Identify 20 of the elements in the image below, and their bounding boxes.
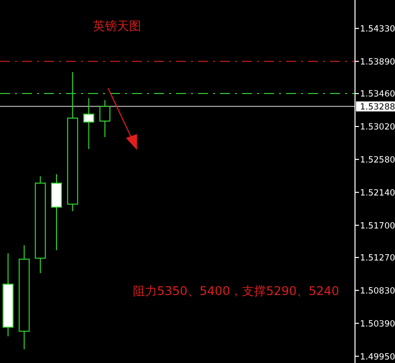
y-tick-label: 1.51700 [360,221,395,232]
y-tick-label: 1.52580 [360,155,395,166]
y-tick-label: 1.49950 [360,352,395,362]
y-tick-label: 1.53020 [360,122,395,132]
y-tick-label: 1.54330 [360,24,395,34]
text: 英镑天图 [93,19,141,33]
y-tick-label: 1.51270 [360,253,395,264]
y-tick-label: 1.53890 [360,57,395,68]
annotation: 阻力5350、5400，支撑5290、5240 [133,284,340,298]
y-tick-label: 1.50390 [360,319,395,330]
candlestick [83,98,94,150]
ref-line-label: 1.53288 [360,102,395,112]
candlestick [50,174,62,251]
y-tick-label: 1.53460 [360,90,395,100]
candlestick [99,100,110,138]
candlestick [18,244,30,350]
candlestick [2,252,14,337]
candlestick [34,176,46,274]
y-tick-label: 1.52140 [360,188,395,198]
y-tick-label: 1.50830 [360,286,395,296]
